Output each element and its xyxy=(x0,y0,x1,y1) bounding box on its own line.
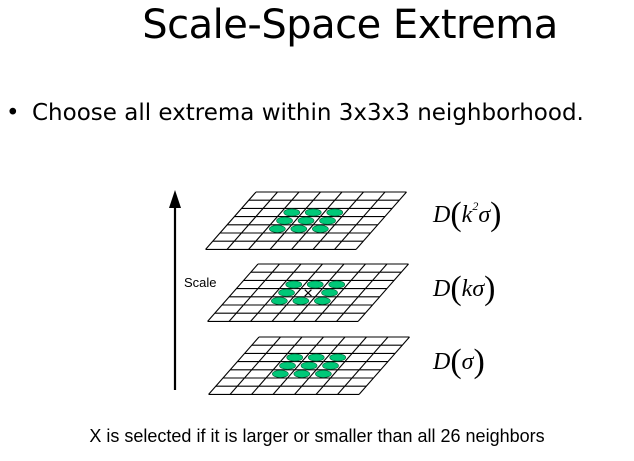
grid-line xyxy=(228,263,280,322)
bullet-text: Choose all extrema within 3x3x3 neighbor… xyxy=(32,100,584,126)
neighbor-point xyxy=(306,280,324,289)
selected-extremum-marker: × xyxy=(303,284,313,303)
grid-line xyxy=(315,336,367,395)
grid-line xyxy=(229,336,281,395)
neighbor-point xyxy=(300,361,318,370)
grid-line xyxy=(248,191,300,250)
grid-line xyxy=(355,191,407,250)
neighbor-point xyxy=(283,208,301,217)
scale-axis-label: Scale xyxy=(184,275,217,290)
grid-line xyxy=(358,336,410,395)
neighbor-point xyxy=(269,224,286,233)
grid-line xyxy=(291,191,343,250)
neighbor-point xyxy=(322,361,339,370)
neighbor-point xyxy=(304,208,322,217)
grid-line xyxy=(208,336,260,395)
neighbor-point xyxy=(315,369,332,378)
grid-layer-top xyxy=(205,191,407,250)
layer-label-top: D(k2σ) xyxy=(433,196,502,233)
grid-line xyxy=(272,336,324,395)
scale-axis-arrowhead xyxy=(169,190,181,208)
neighbor-point xyxy=(297,216,315,225)
grid-line xyxy=(271,263,323,322)
grid-layer-middle: × xyxy=(207,263,409,322)
grid-line xyxy=(205,191,257,250)
neighbor-point xyxy=(276,216,293,225)
neighbor-point xyxy=(290,224,308,233)
grid-line xyxy=(250,263,302,322)
neighbor-point xyxy=(279,361,296,370)
neighbor-point xyxy=(321,288,338,297)
scale-axis xyxy=(169,190,181,390)
neighbor-point xyxy=(271,296,288,305)
grid-line xyxy=(293,263,345,322)
neighbor-point xyxy=(329,353,347,362)
neighbor-point xyxy=(285,280,303,289)
grid-line xyxy=(334,191,386,250)
grid-line xyxy=(226,191,278,250)
neighbor-point xyxy=(278,288,295,297)
caption: X is selected if it is larger or smaller… xyxy=(89,426,545,446)
grid-line xyxy=(337,336,389,395)
grid-layer-bottom xyxy=(208,336,410,395)
neighbor-point xyxy=(293,369,311,378)
neighbor-point xyxy=(326,208,344,217)
neighbor-point xyxy=(272,369,289,378)
grid-line xyxy=(269,191,321,250)
grid-line xyxy=(357,263,409,322)
bullet-point: • Choose all extrema within 3x3x3 neighbo… xyxy=(6,100,584,126)
bullet-icon: • xyxy=(6,100,20,126)
grid-line xyxy=(312,191,364,250)
neighbor-point xyxy=(314,296,331,305)
slide-title: Scale-Space Extrema xyxy=(142,2,558,48)
layer-label-middle: D(kσ) xyxy=(433,270,496,307)
grid-line xyxy=(207,263,259,322)
neighbor-point xyxy=(319,216,336,225)
layer-label-bottom: D(σ) xyxy=(433,343,485,380)
neighbor-point xyxy=(328,280,346,289)
neighbor-point xyxy=(307,353,325,362)
neighbor-point xyxy=(286,353,304,362)
neighbor-point xyxy=(312,224,329,233)
grid-line xyxy=(251,336,303,395)
grid-line xyxy=(336,263,388,322)
grid-line xyxy=(294,336,346,395)
grid-line xyxy=(314,263,366,322)
neighbor-point xyxy=(292,296,310,305)
